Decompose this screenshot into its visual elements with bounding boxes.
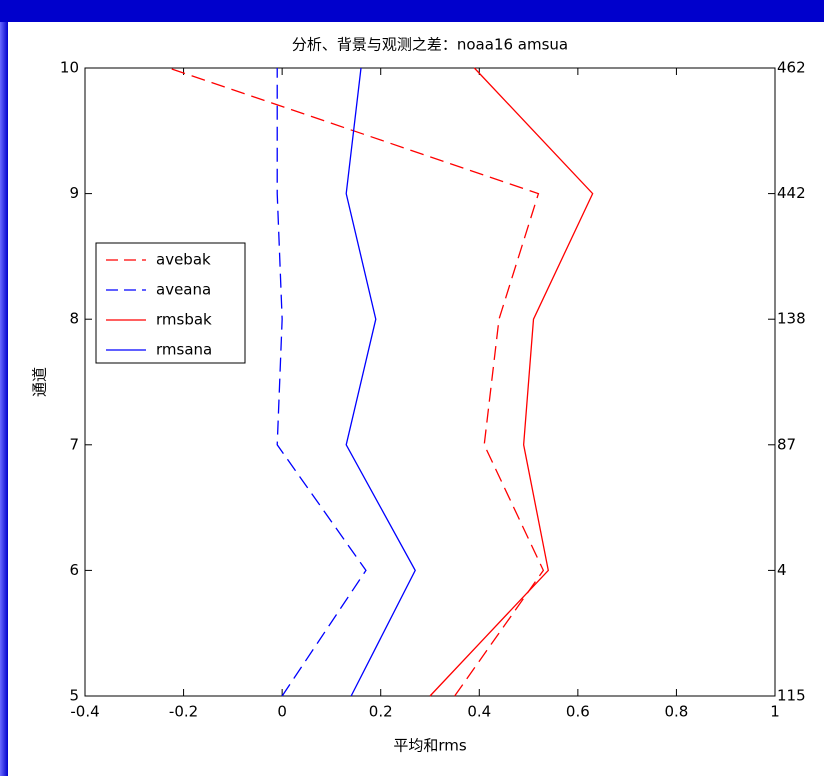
y2-tick-label: 4 <box>777 561 787 579</box>
x-axis-label: 平均和rms <box>393 737 467 755</box>
x-tick-label: 0 <box>277 703 287 721</box>
x-tick-label: 0.4 <box>467 703 491 721</box>
series-line <box>276 68 367 697</box>
y-tick-label: 9 <box>69 184 79 202</box>
y-tick-label: 5 <box>69 687 79 705</box>
plot-area <box>84 67 776 697</box>
x-tick-label: 0.6 <box>566 703 590 721</box>
y-tick-label: 7 <box>69 435 79 453</box>
y-tick-label: 8 <box>69 310 79 328</box>
legend-box <box>95 242 246 364</box>
y-axis-label: 通道 <box>31 367 49 397</box>
y2-tick-label: 442 <box>777 184 806 202</box>
legend-label: rmsbak <box>156 311 212 329</box>
legend-label: aveana <box>156 281 211 299</box>
side-strip <box>0 22 8 776</box>
y2-tick-label: 462 <box>777 59 806 77</box>
y-tick-label: 10 <box>60 59 79 77</box>
x-tick-label: -0.4 <box>70 703 99 721</box>
chart-title: 分析、背景与观测之差：noaa16 amsua <box>292 36 568 54</box>
series-line <box>429 67 594 697</box>
x-tick-label: 0.8 <box>664 703 688 721</box>
x-tick-label: 0.2 <box>369 703 393 721</box>
y2-tick-label: 138 <box>777 310 806 328</box>
x-tick-label: 1 <box>770 703 780 721</box>
series-line <box>345 67 416 697</box>
y2-tick-label: 115 <box>777 687 806 705</box>
x-tick-label: -0.2 <box>169 703 198 721</box>
legend-label: rmsana <box>156 341 212 359</box>
y-tick-label: 6 <box>69 561 79 579</box>
legend-label: avebak <box>156 251 211 269</box>
y2-tick-label: 87 <box>777 435 796 453</box>
